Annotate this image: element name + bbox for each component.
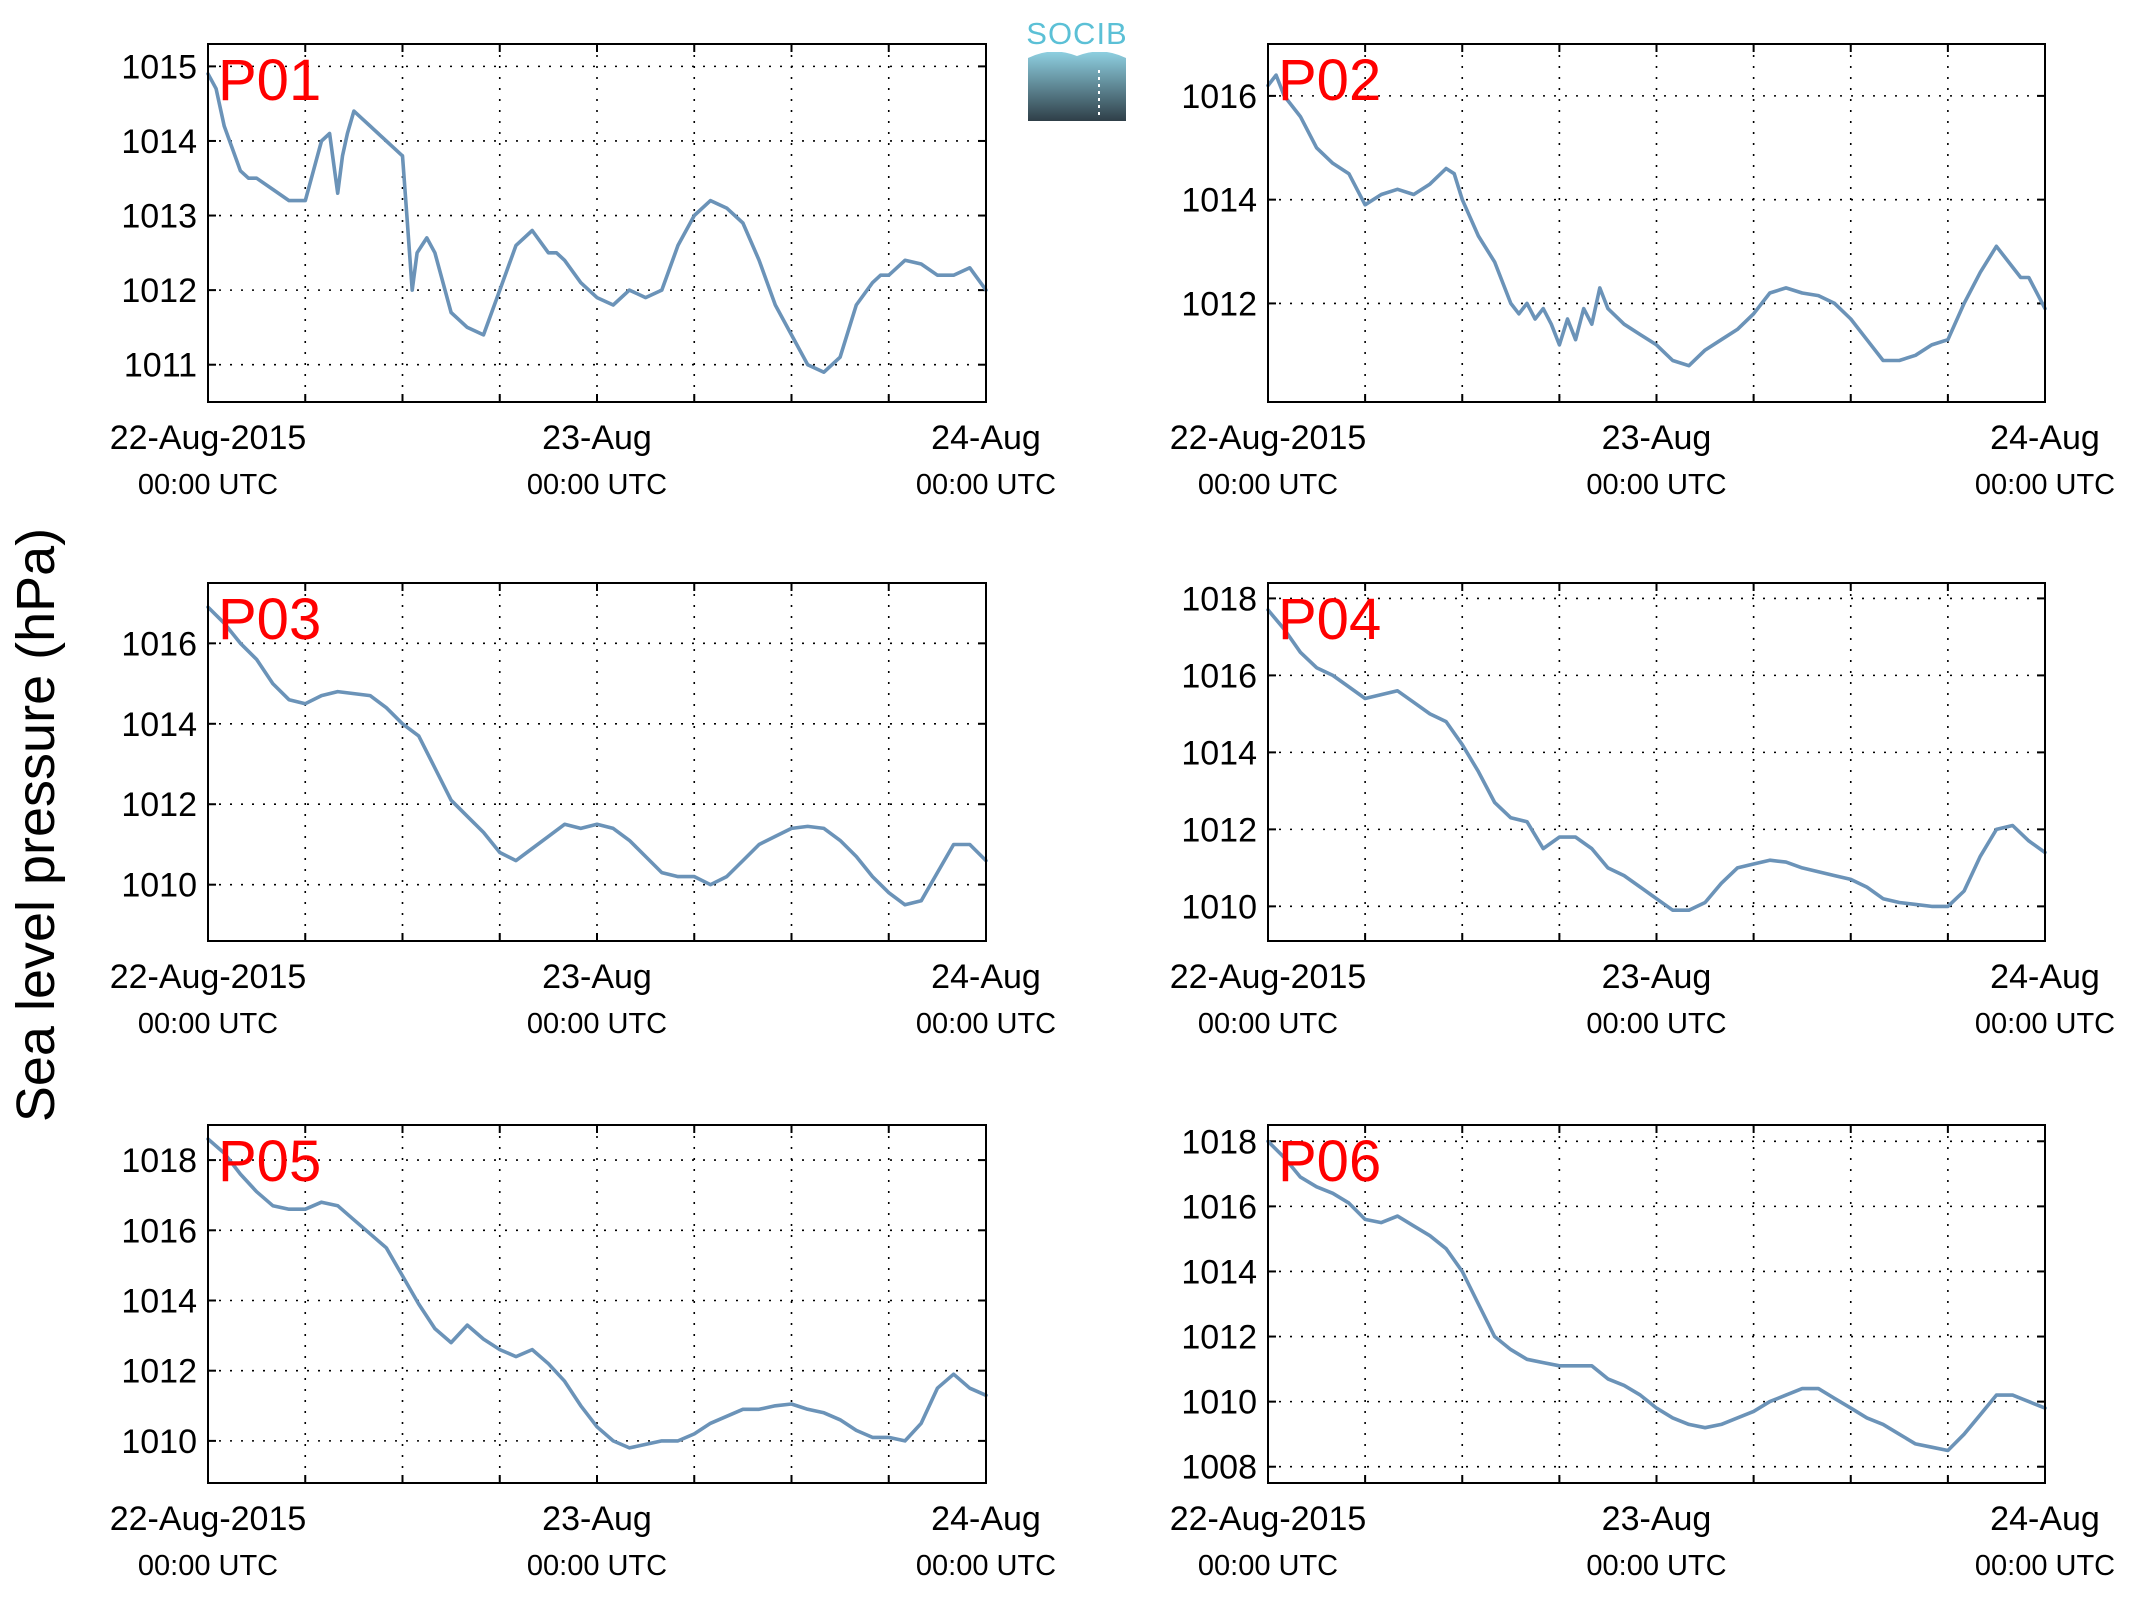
y-tick-label: 1010 [1181, 888, 1257, 926]
series-line [206, 72, 988, 375]
y-tick-label: 1016 [121, 1212, 197, 1250]
x-tick-label: 24-Aug [1990, 958, 2100, 996]
panel-p02: 1012 1014 1016 22-Aug-2015 00:00 UTC 23-Aug 00… [1170, 43, 2115, 501]
x-tick-sublabel: 00:00 UTC [916, 1008, 1056, 1040]
y-tick-label: 1010 [121, 867, 197, 905]
x-tick-label: 22-Aug-2015 [1170, 1500, 1367, 1538]
x-tick-label: 22-Aug-2015 [110, 1500, 307, 1538]
panel-label: P01 [218, 48, 321, 113]
y-tick-label: 1012 [1181, 811, 1257, 849]
plot-frame [1267, 1124, 2046, 1484]
panel-p03: 1010 1012 1014 1016 22-Aug-2015 00:00 UTC 23-A… [110, 582, 1056, 1040]
y-tick-label: 1010 [121, 1423, 197, 1461]
panel-p04: 1010 1012 1014 1016 1018 22-Aug-2015 00:00 UTC… [1170, 580, 2115, 1040]
y-tick-label: 1012 [1181, 285, 1257, 323]
y-tick-label: 1012 [121, 1353, 197, 1391]
panel-p06: 1008 1010 1012 1014 1016 1018 22-Aug-2015 00:00… [1170, 1123, 2115, 1582]
y-tick-label: 1010 [1181, 1384, 1257, 1422]
x-tick-label: 23-Aug [1602, 958, 1712, 996]
plot-frame [207, 582, 987, 942]
x-tick-label: 24-Aug [1990, 1500, 2100, 1538]
x-tick-sublabel: 00:00 UTC [1198, 1550, 1338, 1582]
plot-frame [1267, 582, 2046, 942]
y-tick-label: 1008 [1181, 1449, 1257, 1487]
series-line [1266, 608, 2047, 913]
x-tick-label: 24-Aug [1990, 419, 2100, 457]
y-tick-label: 1014 [1181, 1253, 1257, 1291]
panel-p05: 1010 1012 1014 1016 1018 22-Aug-2015 00:00 UTC… [110, 1124, 1056, 1582]
logo-wave [1028, 51, 1126, 58]
x-tick-label: 23-Aug [542, 419, 652, 457]
y-tick-label: 1012 [121, 786, 197, 824]
panel-label: P04 [1278, 587, 1381, 652]
socib-logo: SOCIB [1026, 16, 1127, 121]
y-tick-label: 1016 [121, 625, 197, 663]
y-axis-label: Sea level pressure (hPa) [6, 528, 66, 1122]
x-tick-sublabel: 00:00 UTC [138, 1008, 278, 1040]
x-tick-sublabel: 00:00 UTC [527, 1550, 667, 1582]
y-tick-label: 1014 [1181, 734, 1257, 772]
x-tick-label: 22-Aug-2015 [110, 958, 307, 996]
logo-block [1028, 52, 1126, 121]
y-tick-label: 1012 [121, 272, 197, 310]
x-tick-sublabel: 00:00 UTC [138, 469, 278, 501]
y-tick-label: 1015 [121, 48, 197, 86]
y-tick-label: 1014 [121, 706, 197, 744]
x-tick-label: 24-Aug [931, 958, 1041, 996]
y-tick-label: 1011 [124, 347, 197, 385]
x-tick-sublabel: 00:00 UTC [1586, 469, 1726, 501]
panel-label: P06 [1278, 1129, 1381, 1194]
x-tick-sublabel: 00:00 UTC [1975, 1550, 2115, 1582]
x-tick-label: 23-Aug [542, 958, 652, 996]
x-tick-label: 24-Aug [931, 419, 1041, 457]
x-tick-sublabel: 00:00 UTC [1198, 469, 1338, 501]
plot-frame [1267, 43, 2046, 403]
x-tick-label: 24-Aug [931, 1500, 1041, 1538]
y-tick-label: 1013 [121, 198, 197, 236]
y-tick-label: 1016 [1181, 657, 1257, 695]
panel-label: P05 [218, 1129, 321, 1194]
x-tick-sublabel: 00:00 UTC [1586, 1008, 1726, 1040]
y-tick-label: 1014 [1181, 182, 1257, 220]
x-tick-sublabel: 00:00 UTC [916, 469, 1056, 501]
plot-frame [207, 1124, 987, 1484]
series-line [1266, 1139, 2047, 1453]
x-tick-sublabel: 00:00 UTC [1586, 1550, 1726, 1582]
panel-p01: 1011 1012 1013 1014 1015 22-Aug-2015 00:00 UTC… [110, 43, 1056, 501]
x-tick-label: 23-Aug [1602, 419, 1712, 457]
x-tick-sublabel: 00:00 UTC [527, 1008, 667, 1040]
plot-frame [207, 43, 987, 403]
x-tick-sublabel: 00:00 UTC [1975, 469, 2115, 501]
x-tick-sublabel: 00:00 UTC [527, 469, 667, 501]
x-tick-sublabel: 00:00 UTC [1198, 1008, 1338, 1040]
y-tick-label: 1016 [1181, 78, 1257, 116]
y-tick-label: 1014 [121, 123, 197, 161]
logo-text: SOCIB [1026, 16, 1127, 51]
y-tick-label: 1014 [121, 1282, 197, 1320]
x-tick-label: 23-Aug [1602, 1500, 1712, 1538]
x-tick-label: 22-Aug-2015 [1170, 958, 1367, 996]
series-line [206, 605, 988, 907]
series-line [206, 1137, 988, 1450]
x-tick-label: 22-Aug-2015 [1170, 419, 1367, 457]
x-tick-sublabel: 00:00 UTC [916, 1550, 1056, 1582]
y-tick-label: 1012 [1181, 1319, 1257, 1357]
series-line [1266, 73, 2047, 368]
x-tick-sublabel: 00:00 UTC [138, 1550, 278, 1582]
x-tick-sublabel: 00:00 UTC [1975, 1008, 2115, 1040]
panel-label: P02 [1278, 48, 1381, 113]
y-tick-label: 1018 [1181, 1123, 1257, 1161]
x-tick-label: 22-Aug-2015 [110, 419, 307, 457]
x-tick-label: 23-Aug [542, 1500, 652, 1538]
y-tick-label: 1016 [1181, 1188, 1257, 1226]
y-tick-label: 1018 [121, 1142, 197, 1180]
panel-label: P03 [218, 587, 321, 652]
y-tick-label: 1018 [1181, 580, 1257, 618]
